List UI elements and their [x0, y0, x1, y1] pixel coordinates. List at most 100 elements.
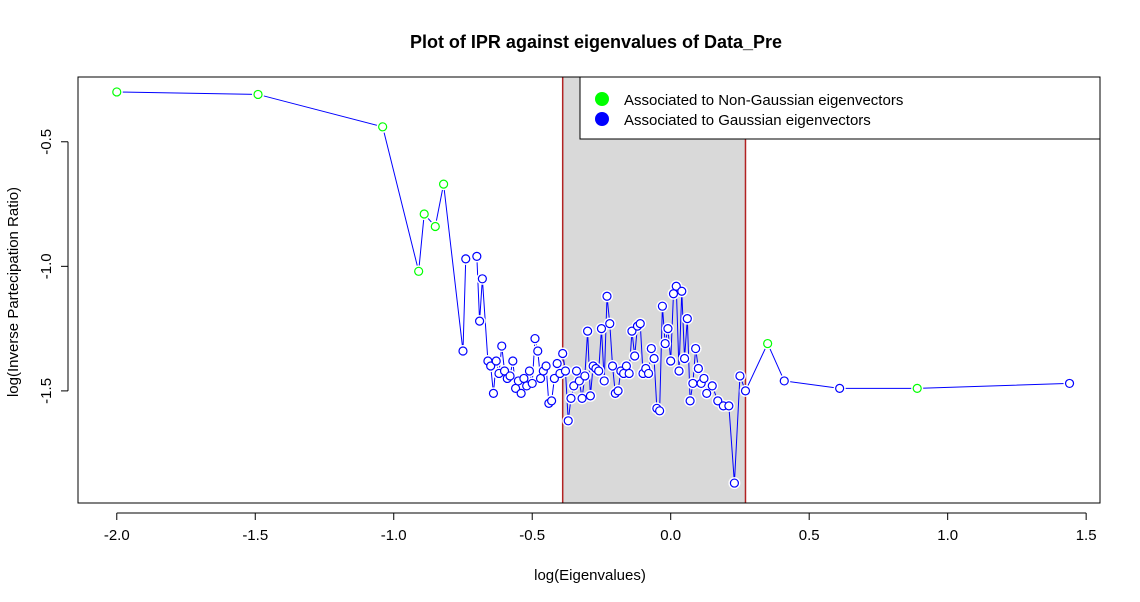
chart-title: Plot of IPR against eigenvalues of Data_…	[410, 32, 782, 52]
gaussian-point	[477, 274, 487, 284]
x-tick-label: 1.5	[1076, 527, 1097, 544]
x-tick-label: -2.0	[104, 527, 130, 544]
y-tick-label: -1.5	[38, 378, 55, 404]
non-gaussian-point	[763, 338, 773, 349]
gaussian-point	[605, 319, 615, 329]
non-gaussian-point	[419, 209, 429, 219]
gaussian-point	[574, 376, 584, 386]
gaussian-point	[740, 386, 751, 396]
x-tick-label: 0.0	[660, 527, 681, 544]
gaussian-point	[458, 346, 468, 356]
gaussian-point	[666, 356, 676, 366]
x-axis-label: log(Eigenvalues)	[534, 567, 646, 584]
non-gaussian-point	[414, 266, 424, 276]
gaussian-point	[558, 348, 568, 359]
non-gaussian-point	[112, 87, 122, 97]
non-gaussian-point	[912, 383, 922, 394]
gaussian-point	[530, 333, 540, 344]
gaussian-point	[707, 381, 717, 391]
gaussian-point	[702, 388, 712, 398]
gaussian-point	[724, 401, 734, 411]
gaussian-point	[713, 396, 723, 406]
gaussian-point	[569, 381, 579, 391]
gaussian-point	[497, 341, 507, 351]
gaussian-point	[566, 393, 576, 403]
gaussian-point	[599, 376, 609, 386]
gaussian-point	[486, 361, 496, 371]
non-gaussian-point	[253, 89, 263, 100]
gaussian-point	[580, 371, 590, 381]
x-tick-label: 0.5	[799, 527, 820, 544]
gaussian-point	[577, 393, 587, 403]
gaussian-point	[677, 286, 687, 296]
x-tick-label: -1.0	[381, 527, 407, 544]
legend-marker-non-gaussian	[595, 92, 609, 106]
gaussian-point	[602, 291, 612, 301]
gaussian-point	[679, 353, 690, 364]
gaussian-point	[663, 324, 673, 334]
gaussian-point	[474, 316, 485, 326]
gaussian-point	[649, 353, 659, 364]
gaussian-point	[594, 366, 604, 376]
gaussian-point	[535, 373, 546, 384]
gaussian-point	[508, 356, 518, 366]
gaussian-point	[660, 338, 670, 349]
gaussian-point	[671, 281, 681, 291]
gaussian-point	[691, 343, 701, 354]
gaussian-point	[491, 356, 501, 366]
legend-label-gaussian: Associated to Gaussian eigenvectors	[624, 112, 871, 129]
gaussian-point	[729, 478, 740, 488]
gaussian-point	[688, 378, 698, 389]
legend-label-non-gaussian: Associated to Non-Gaussian eigenvectors	[624, 92, 903, 109]
gaussian-point	[461, 254, 471, 264]
gaussian-point	[1064, 378, 1075, 389]
gaussian-point	[627, 326, 637, 336]
gaussian-point	[583, 326, 593, 336]
y-tick-label: -1.0	[38, 253, 55, 279]
gaussian-point	[735, 371, 745, 381]
gaussian-point	[552, 358, 562, 369]
gaussian-point	[596, 324, 607, 334]
x-tick-label: -0.5	[519, 527, 545, 544]
gaussian-point	[563, 416, 573, 426]
gaussian-point	[779, 376, 789, 386]
gaussian-point	[682, 314, 692, 324]
gaussian-point	[621, 361, 631, 371]
data-point-layer	[110, 85, 1076, 490]
gaussian-point	[646, 343, 656, 354]
gaussian-point	[613, 386, 623, 396]
non-gaussian-point	[378, 122, 388, 132]
shaded-band-layer	[561, 77, 747, 503]
gaussian-point	[699, 373, 709, 384]
gaussian-point	[668, 289, 679, 299]
x-tick-label: 1.0	[937, 527, 958, 544]
gaussian-point	[524, 366, 535, 376]
x-axis: -2.0 -1.5 -1.0 -0.5 0.0 0.5 1.0 1.5	[104, 512, 1097, 544]
y-axis: -0.5 -1.0 -1.5	[38, 129, 69, 404]
shaded-band	[562, 77, 746, 503]
gaussian-point	[585, 391, 595, 401]
gaussian-point	[547, 396, 557, 406]
legend-box	[579, 76, 1101, 140]
gaussian-point	[630, 351, 640, 361]
x-tick-label: -1.5	[242, 527, 268, 544]
gaussian-point	[560, 366, 571, 376]
gaussian-point	[488, 388, 499, 398]
gaussian-point	[624, 368, 634, 379]
gaussian-point	[635, 319, 645, 329]
gaussian-point	[693, 363, 704, 374]
gaussian-point	[541, 361, 551, 371]
gaussian-point	[674, 366, 684, 376]
gaussian-point	[643, 368, 654, 379]
gaussian-point	[607, 361, 618, 371]
gaussian-point	[549, 373, 559, 384]
y-tick-label: -0.5	[38, 129, 55, 155]
gaussian-point	[505, 371, 515, 381]
legend: Associated to Non-Gaussian eigenvectors …	[579, 76, 1101, 140]
legend-marker-gaussian	[595, 112, 609, 126]
gaussian-point	[516, 388, 526, 398]
gaussian-point	[571, 366, 582, 376]
non-gaussian-point	[430, 221, 440, 232]
gaussian-point	[657, 301, 667, 311]
